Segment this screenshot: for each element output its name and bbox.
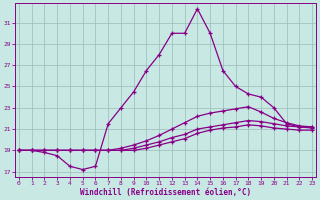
X-axis label: Windchill (Refroidissement éolien,°C): Windchill (Refroidissement éolien,°C) xyxy=(80,188,251,197)
